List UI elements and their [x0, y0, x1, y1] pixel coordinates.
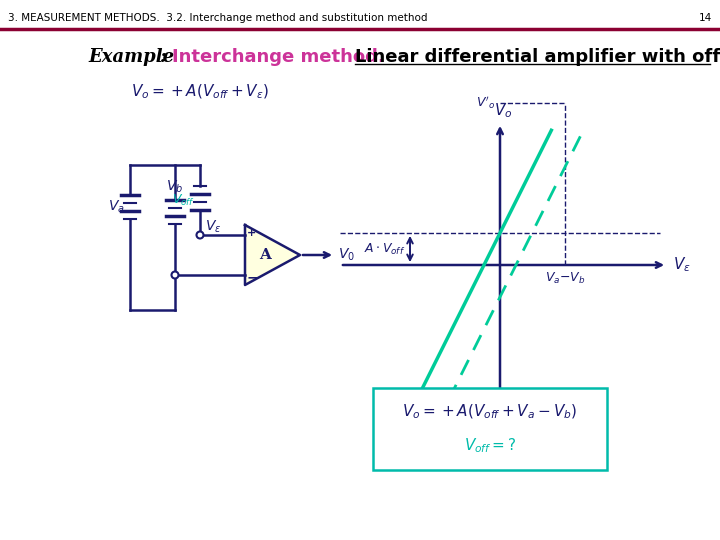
Text: +: + — [247, 228, 256, 238]
Text: $V_b$: $V_b$ — [166, 179, 184, 195]
Text: $V_a$: $V_a$ — [108, 199, 125, 215]
Polygon shape — [245, 225, 300, 285]
Text: $V_o = +A(V_{off} + V_{\varepsilon})$: $V_o = +A(V_{off} + V_{\varepsilon})$ — [131, 83, 269, 101]
Circle shape — [171, 272, 179, 279]
Text: $V_a{-}V_b$: $V_a{-}V_b$ — [545, 271, 585, 286]
Text: 3. MEASUREMENT METHODS.  3.2. Interchange method and substitution method: 3. MEASUREMENT METHODS. 3.2. Interchange… — [8, 13, 428, 23]
Text: −: − — [247, 270, 258, 284]
Text: $V_{\varepsilon}$: $V_{\varepsilon}$ — [673, 255, 690, 274]
Text: $V_o$: $V_o$ — [494, 102, 512, 120]
Text: 14: 14 — [698, 13, 712, 23]
Text: $V'_o$: $V'_o$ — [476, 94, 495, 111]
Text: Linear differential amplifier with offset: Linear differential amplifier with offse… — [355, 48, 720, 66]
Text: Example: Example — [88, 48, 174, 66]
Text: $V_0$: $V_0$ — [338, 247, 355, 263]
FancyBboxPatch shape — [373, 388, 607, 470]
Circle shape — [197, 232, 204, 239]
Text: $V_o = +A(V_{off} + V_a - V_b)$: $V_o = +A(V_{off} + V_a - V_b)$ — [402, 403, 577, 421]
Text: :: : — [160, 48, 179, 66]
Text: $V_{\varepsilon}$: $V_{\varepsilon}$ — [205, 219, 222, 235]
Text: A: A — [259, 248, 271, 262]
Text: Interchange method.: Interchange method. — [172, 48, 384, 66]
Text: $V_{off}$: $V_{off}$ — [172, 192, 195, 207]
Text: $V_{off} = ?$: $V_{off} = ?$ — [464, 437, 516, 455]
Text: $A \cdot V_{off}$: $A \cdot V_{off}$ — [364, 241, 405, 256]
